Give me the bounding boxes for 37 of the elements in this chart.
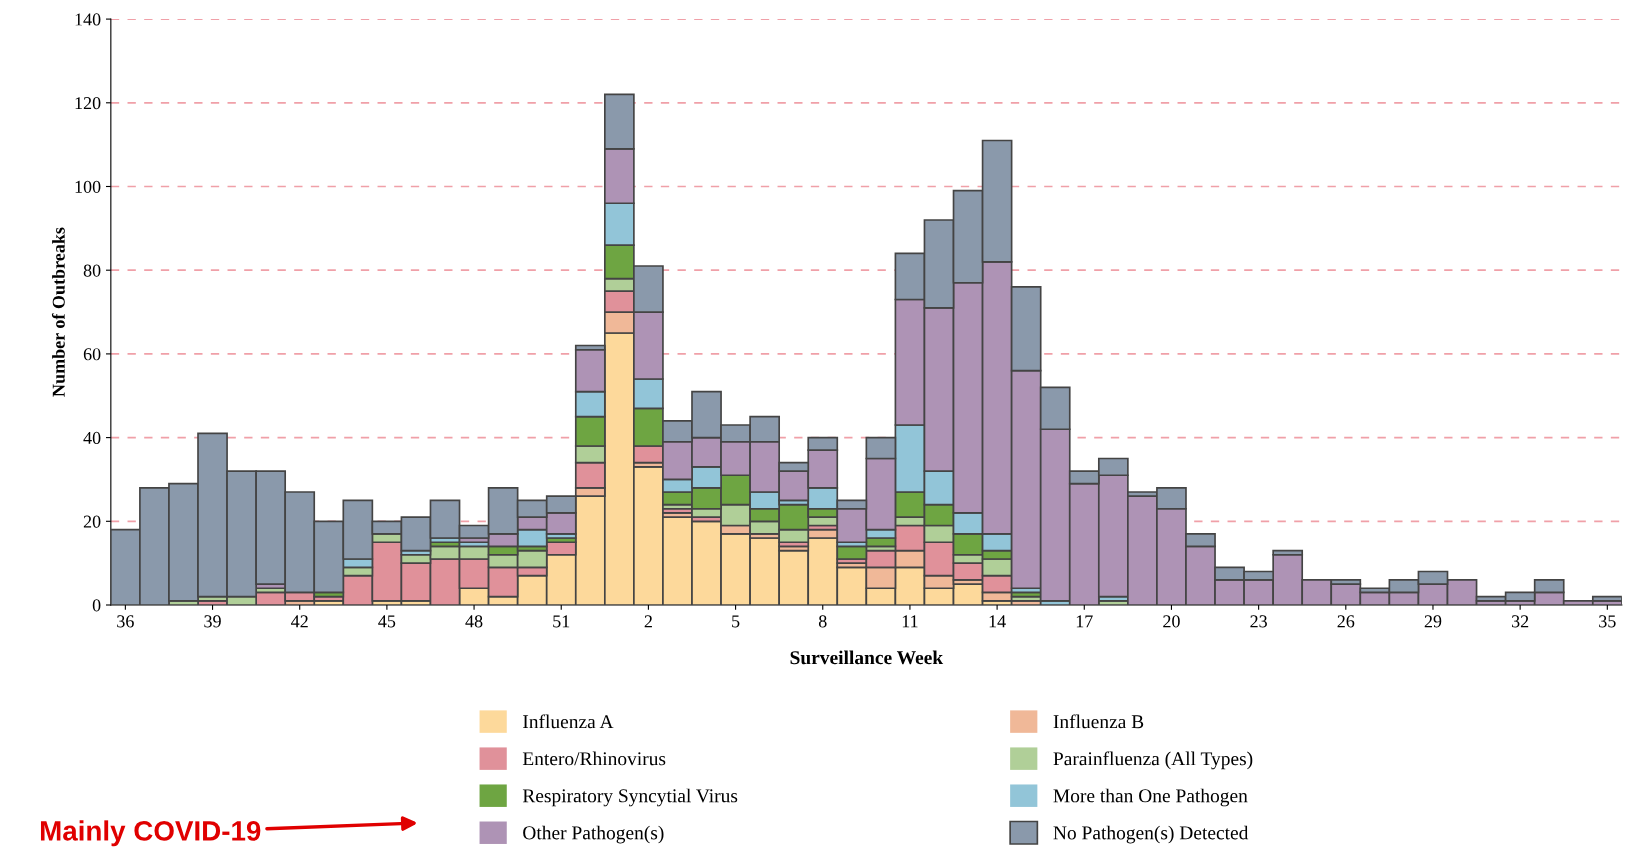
y-axis-title: Number of Outbreaks <box>51 227 65 397</box>
x-tick-label: 42 <box>291 615 308 628</box>
x-tick-label: 5 <box>732 615 740 628</box>
x-tick-label: 39 <box>204 615 221 628</box>
y-tick-label: 60 <box>83 348 101 361</box>
legend-label: Other Pathogen(s) <box>523 825 664 844</box>
y-tick-label: 140 <box>75 13 101 26</box>
x-tick-label: 45 <box>378 615 396 628</box>
legend-label: Respiratory Syncytial Virus <box>522 788 738 807</box>
x-tick-label: 8 <box>818 615 827 628</box>
x-tick-label: 35 <box>1599 615 1616 628</box>
x-tick-label: 29 <box>1424 615 1442 628</box>
x-tick-label: 48 <box>465 615 483 628</box>
legend-label: More than One Pathogen <box>1053 788 1248 807</box>
x-tick-label: 32 <box>1511 615 1529 628</box>
x-tick-label: 11 <box>902 615 918 628</box>
legend-label: Entero/Rhinovirus <box>522 751 666 766</box>
legend-label: Parainfluenza (All Types) <box>1053 751 1253 770</box>
x-tick-label: 17 <box>1076 615 1093 628</box>
x-tick-label: 36 <box>117 615 134 628</box>
x-tick-label: 20 <box>1163 615 1180 628</box>
y-tick-label: 120 <box>75 97 101 110</box>
y-tick-label: 40 <box>83 431 101 445</box>
x-tick-label: 14 <box>989 615 1006 628</box>
x-axis-title: Surveillance Week <box>790 650 944 665</box>
x-tick-label: 51 <box>553 615 570 628</box>
legend-label: No Pathogen(s) Detected <box>1053 825 1249 844</box>
legend-label: Influenza A <box>523 714 614 729</box>
x-tick-label: 2 <box>644 615 652 628</box>
text: Mainly COVID-19 <box>40 820 261 847</box>
x-tick-label: 26 <box>1337 615 1355 628</box>
legend-label: Influenza B <box>1053 714 1144 729</box>
y-tick-label: 100 <box>75 180 101 193</box>
x-tick-label: 23 <box>1250 615 1267 628</box>
y-tick-label: 20 <box>83 515 101 528</box>
y-tick-label: 80 <box>83 264 101 277</box>
y-tick-label: 0 <box>92 599 101 612</box>
